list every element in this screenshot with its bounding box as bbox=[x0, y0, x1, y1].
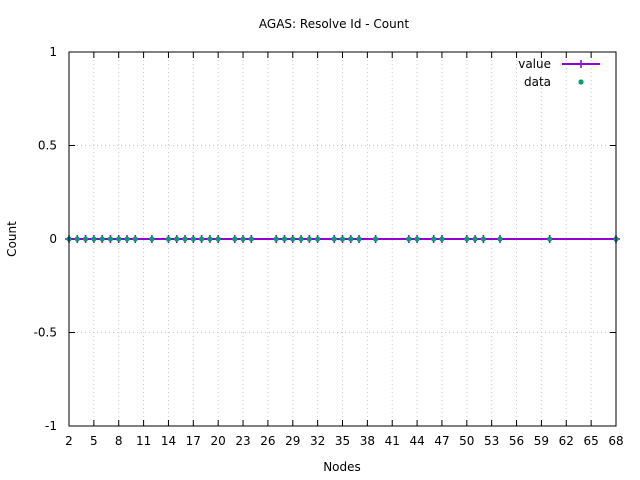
data-point bbox=[480, 236, 486, 242]
x-tick-label: 32 bbox=[310, 434, 325, 448]
data-point bbox=[431, 236, 437, 242]
data-point bbox=[273, 236, 279, 242]
data-point bbox=[331, 236, 337, 242]
data-point bbox=[414, 236, 420, 242]
data-point bbox=[315, 236, 321, 242]
x-tick-label: 59 bbox=[534, 434, 549, 448]
x-tick-label: 17 bbox=[186, 434, 201, 448]
legend-label-data: data bbox=[524, 75, 551, 89]
data-point bbox=[356, 236, 362, 242]
y-tick-label: 0 bbox=[49, 232, 57, 246]
data-point bbox=[298, 236, 304, 242]
data-point bbox=[190, 236, 196, 242]
x-tick-label: 68 bbox=[608, 434, 623, 448]
data-point bbox=[547, 236, 553, 242]
x-axis-label: Nodes bbox=[323, 460, 361, 474]
y-tick-label: 0.5 bbox=[38, 139, 57, 153]
data-point bbox=[472, 236, 478, 242]
data-point bbox=[497, 236, 503, 242]
legend-label-value: value bbox=[518, 57, 551, 71]
data-point bbox=[306, 236, 312, 242]
legend-marker-value bbox=[577, 60, 585, 68]
data-point bbox=[74, 236, 80, 242]
x-tick-label: 35 bbox=[335, 434, 350, 448]
data-point bbox=[149, 236, 155, 242]
legend: value data bbox=[518, 57, 600, 89]
x-tick-label: 41 bbox=[385, 434, 400, 448]
x-tick-label: 38 bbox=[360, 434, 375, 448]
data-point bbox=[82, 236, 89, 242]
x-tick-label: 47 bbox=[434, 434, 449, 448]
data-point bbox=[182, 236, 188, 242]
chart-title: AGAS: Resolve Id - Count bbox=[259, 17, 409, 31]
data-point bbox=[240, 236, 246, 242]
x-tick-label: 26 bbox=[260, 434, 275, 448]
data-point bbox=[339, 236, 346, 242]
data-point bbox=[290, 236, 296, 242]
x-tick-label: 29 bbox=[285, 434, 300, 448]
data-point bbox=[91, 236, 97, 242]
data-point bbox=[464, 236, 470, 242]
plot-area bbox=[65, 235, 620, 243]
x-tick-label: 20 bbox=[211, 434, 226, 448]
data-point bbox=[281, 236, 288, 242]
x-tick-label: 5 bbox=[90, 434, 98, 448]
x-tick-label: 8 bbox=[115, 434, 123, 448]
x-tick-label: 62 bbox=[559, 434, 574, 448]
x-tick-label: 65 bbox=[583, 434, 598, 448]
data-point bbox=[132, 236, 138, 242]
x-tick-label: 14 bbox=[161, 434, 176, 448]
y-tick-label: -0.5 bbox=[34, 326, 57, 340]
x-tick-label: 44 bbox=[409, 434, 424, 448]
data-point bbox=[406, 236, 412, 242]
x-tick-label: 53 bbox=[484, 434, 499, 448]
y-axis-label: Count bbox=[5, 221, 19, 257]
data-point bbox=[207, 236, 213, 242]
data-point bbox=[116, 236, 122, 242]
data-point bbox=[174, 236, 180, 242]
plot-frame bbox=[68, 51, 617, 427]
data-point bbox=[99, 236, 105, 242]
tick-labels: 2 5 8 11 14 17 20 23 26 29 32 35 38 41 44 47 50 53 56 59 62 6… bbox=[34, 45, 624, 448]
data-point bbox=[107, 236, 114, 242]
data-point bbox=[248, 236, 254, 242]
legend-marker-data bbox=[578, 79, 584, 85]
y-tick-label: -1 bbox=[45, 419, 57, 433]
x-tick-label: 11 bbox=[136, 434, 151, 448]
x-tick-label: 2 bbox=[65, 434, 73, 448]
x-tick-label: 50 bbox=[459, 434, 474, 448]
data-point bbox=[373, 236, 379, 242]
data-point bbox=[439, 236, 445, 242]
data-point bbox=[199, 236, 205, 242]
x-tick-label: 23 bbox=[235, 434, 250, 448]
data-point bbox=[232, 236, 238, 242]
data-point bbox=[165, 236, 172, 242]
x-tick-label: 56 bbox=[509, 434, 524, 448]
data-point bbox=[124, 236, 130, 242]
y-tick-label: 1 bbox=[49, 45, 57, 59]
data-point bbox=[348, 236, 354, 242]
data-point bbox=[215, 236, 221, 242]
